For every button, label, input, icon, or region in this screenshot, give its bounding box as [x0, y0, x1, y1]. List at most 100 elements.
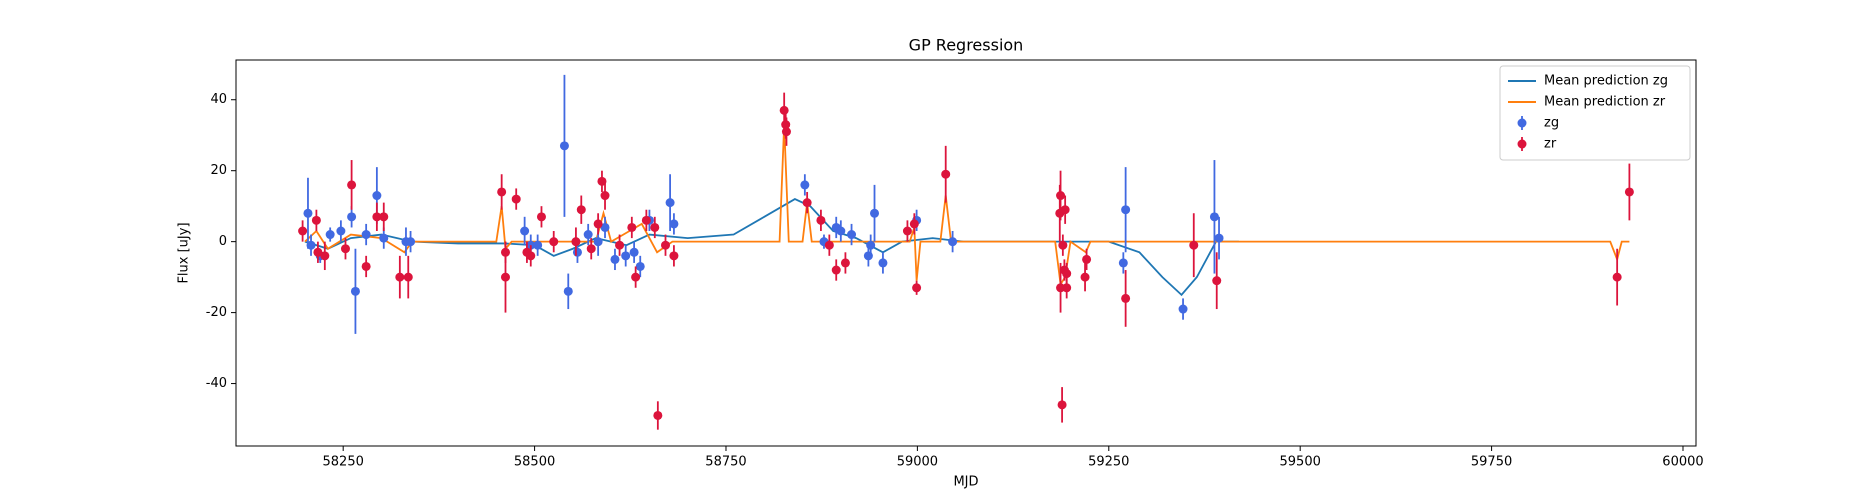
- x-tick-label: 59250: [1088, 455, 1129, 470]
- data-point: [1062, 269, 1072, 279]
- data-point: [621, 251, 631, 261]
- data-point: [563, 286, 573, 296]
- data-point: [912, 283, 922, 293]
- legend: Mean prediction zg Mean prediction zr zg zr: [1499, 65, 1691, 161]
- data-point: [1189, 240, 1199, 250]
- data-point: [1060, 205, 1070, 215]
- data-point: [781, 127, 791, 137]
- data-point: [1212, 276, 1222, 286]
- chart-title: GP Regression: [909, 36, 1024, 55]
- data-point: [610, 254, 620, 264]
- data-point: [1121, 293, 1131, 303]
- data-point: [379, 212, 389, 222]
- data-point: [629, 247, 639, 257]
- data-point: [802, 198, 812, 208]
- data-point: [600, 191, 610, 201]
- plot-frame: [235, 59, 1697, 447]
- data-point: [1082, 254, 1092, 264]
- plot-area: [298, 74, 1634, 430]
- data-point: [350, 286, 360, 296]
- legend-label: Mean prediction zr: [1544, 95, 1666, 110]
- data-point: [303, 208, 313, 218]
- data-point: [306, 240, 316, 250]
- x-tick-label: 59750: [1471, 455, 1512, 470]
- data-point: [661, 240, 671, 250]
- data-point: [361, 261, 371, 271]
- legend-swatch: [1517, 118, 1527, 128]
- data-point: [526, 251, 536, 261]
- data-point: [536, 212, 546, 222]
- legend-label: zg: [1544, 116, 1559, 131]
- data-point: [816, 215, 826, 225]
- data-point: [870, 208, 880, 218]
- data-point: [878, 258, 888, 268]
- data-point: [403, 272, 413, 282]
- data-point: [627, 222, 637, 232]
- data-point: [500, 272, 510, 282]
- data-point: [941, 169, 951, 179]
- data-point: [361, 230, 371, 240]
- data-point: [320, 251, 330, 261]
- data-point: [840, 258, 850, 268]
- x-tick-label: 58250: [323, 455, 364, 470]
- data-point: [576, 205, 586, 215]
- data-point: [1062, 283, 1072, 293]
- data-point: [800, 180, 810, 190]
- x-tick-label: 59500: [1280, 455, 1321, 470]
- data-point: [669, 219, 679, 229]
- x-axis-label: MJD: [953, 475, 978, 490]
- data-point: [549, 237, 559, 247]
- y-axis-label: Flux [uJy]: [177, 222, 192, 283]
- x-tick-label: 60000: [1662, 455, 1703, 470]
- data-point: [836, 226, 846, 236]
- data-point: [533, 240, 543, 250]
- data-point: [593, 237, 603, 247]
- y-tick-label: 0: [219, 234, 227, 249]
- data-point: [631, 272, 641, 282]
- data-point: [641, 215, 651, 225]
- data-point: [311, 215, 321, 225]
- y-tick-label: 40: [210, 92, 227, 107]
- data-point: [824, 240, 834, 250]
- x-tick-label: 59000: [897, 455, 938, 470]
- data-point: [583, 230, 593, 240]
- data-point: [497, 187, 507, 197]
- data-point: [1058, 240, 1068, 250]
- data-point: [948, 237, 958, 247]
- data-point: [615, 240, 625, 250]
- data-point: [1118, 258, 1128, 268]
- prediction-line: [304, 124, 1630, 287]
- data-point: [298, 226, 308, 236]
- legend-swatch: [1517, 139, 1527, 149]
- data-point: [347, 180, 357, 190]
- data-point: [635, 261, 645, 271]
- data-point: [586, 244, 596, 254]
- data-point: [779, 105, 789, 115]
- data-point: [559, 141, 569, 151]
- data-point: [347, 212, 357, 222]
- data-point: [340, 244, 350, 254]
- data-point: [866, 240, 876, 250]
- y-tick-label: 20: [210, 163, 227, 178]
- data-point: [313, 247, 323, 257]
- data-point: [831, 265, 841, 275]
- legend-label: zr: [1544, 137, 1557, 152]
- data-point: [665, 198, 675, 208]
- data-point: [395, 272, 405, 282]
- legend-box: [1499, 65, 1691, 161]
- data-point: [669, 251, 679, 261]
- data-point: [593, 219, 603, 229]
- data-point: [909, 219, 919, 229]
- data-point: [1121, 205, 1131, 215]
- data-point: [571, 237, 581, 247]
- y-tick-label: -20: [206, 305, 227, 320]
- data-point: [520, 226, 530, 236]
- data-point: [1080, 272, 1090, 282]
- data-point: [847, 230, 857, 240]
- data-point: [1209, 212, 1219, 222]
- data-point: [902, 226, 912, 236]
- data-point: [1178, 304, 1188, 314]
- data-point: [650, 222, 660, 232]
- prediction-line: [304, 198, 1239, 297]
